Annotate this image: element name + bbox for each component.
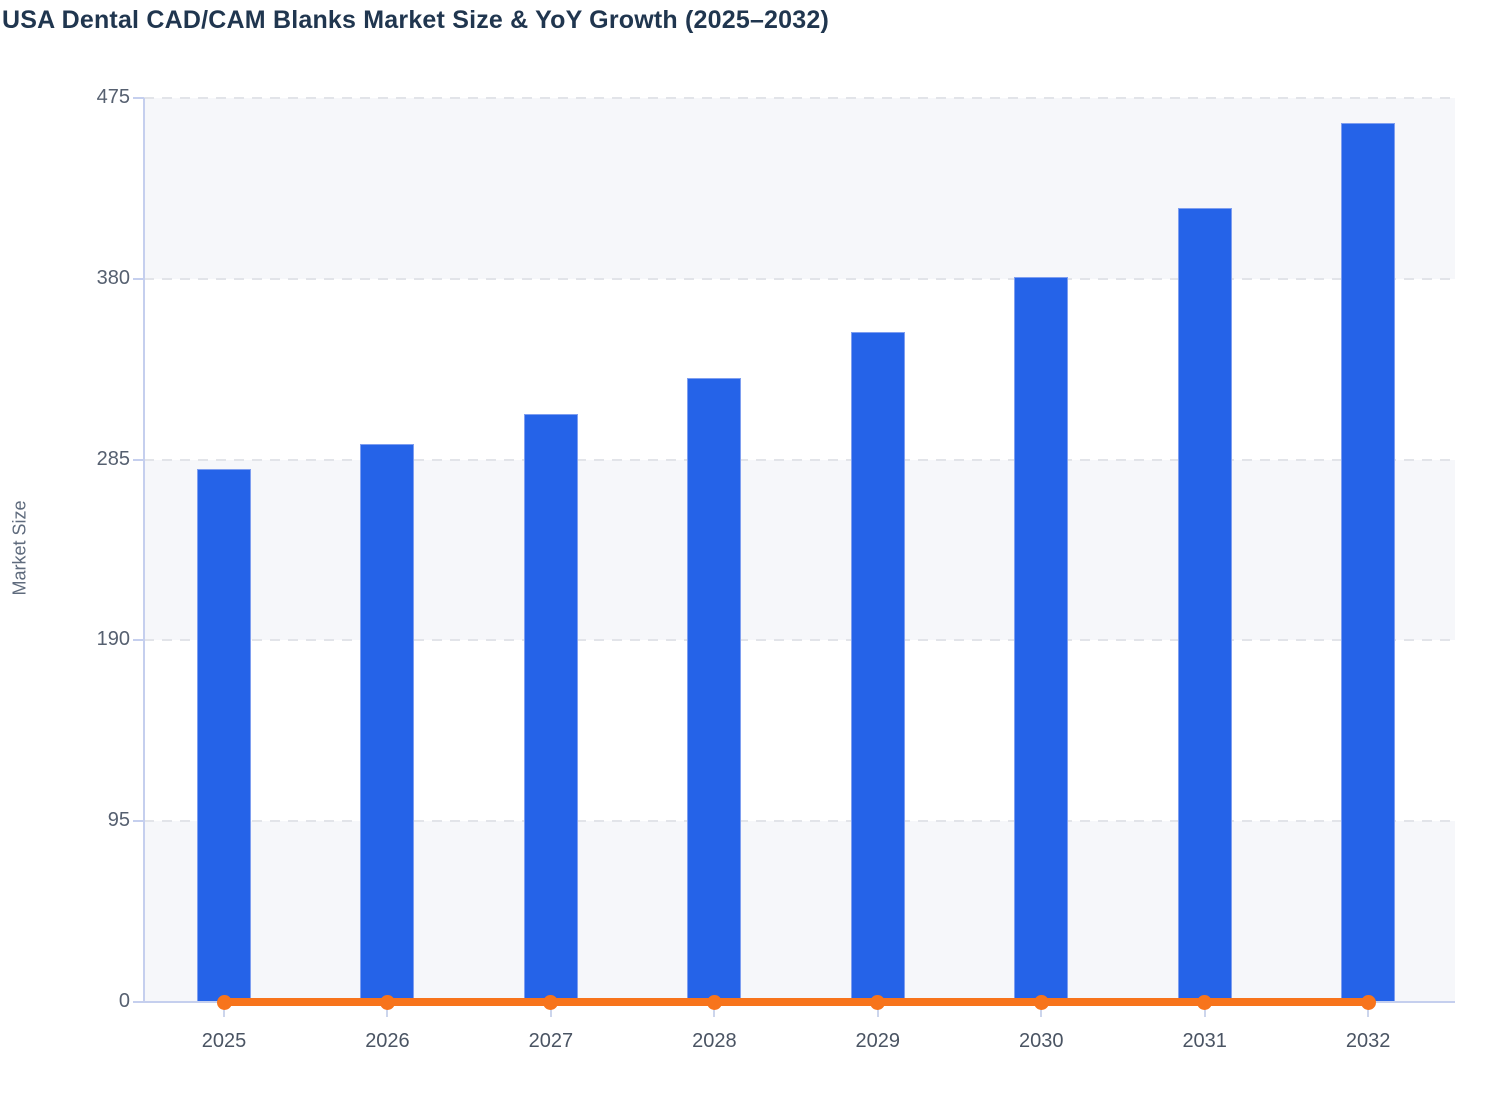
y-tick-label-95: 95 xyxy=(107,809,130,832)
y-tick-mark-0 xyxy=(133,1001,144,1003)
x-tick-mark-2029 xyxy=(876,1004,879,1017)
grid-line-95 xyxy=(144,820,1455,823)
yoy-marker-2026[interactable] xyxy=(379,994,395,1010)
yoy-marker-2028[interactable] xyxy=(706,994,722,1010)
x-tick-mark-2030 xyxy=(1040,1004,1043,1017)
x-tick-mark-2026 xyxy=(386,1004,389,1017)
yoy-growth-line[interactable] xyxy=(224,998,1369,1006)
x-tick-mark-2025 xyxy=(223,1004,225,1017)
y-tick-mark-475 xyxy=(133,97,144,99)
bar-2029[interactable] xyxy=(850,332,905,1002)
grid-line-380 xyxy=(144,277,1455,280)
yoy-marker-2032[interactable] xyxy=(1360,994,1376,1010)
bar-2026[interactable] xyxy=(360,444,415,1002)
plot-band xyxy=(144,459,1455,641)
bar-2027[interactable] xyxy=(523,413,578,1002)
y-tick-label-285: 285 xyxy=(96,447,130,470)
plot-band xyxy=(144,640,1455,822)
x-axis-label-2029: 2029 xyxy=(855,1030,901,1052)
x-axis-label-2032: 2032 xyxy=(1345,1030,1391,1052)
grid-line-475 xyxy=(144,97,1455,99)
x-axis-label-2027: 2027 xyxy=(528,1030,574,1052)
x-tick-mark-2028 xyxy=(713,1004,716,1017)
plot-band xyxy=(144,821,1455,1002)
x-axis-label-2028: 2028 xyxy=(692,1030,737,1052)
x-axis-label-2030: 2030 xyxy=(1019,1030,1064,1052)
x-axis-label-2025: 2025 xyxy=(201,1030,247,1052)
yoy-marker-2030[interactable] xyxy=(1033,994,1049,1010)
y-tick-label-475: 475 xyxy=(96,86,130,108)
bar-2028[interactable] xyxy=(687,377,742,1002)
bar-2025[interactable] xyxy=(197,469,251,1002)
y-tick-label-0: 0 xyxy=(118,990,130,1012)
y-axis-line xyxy=(143,98,145,1002)
y-axis-title: Market Size xyxy=(9,500,30,596)
y-tick-label-190: 190 xyxy=(96,628,130,651)
y-tick-label-380: 380 xyxy=(96,266,130,289)
x-axis-label-2031: 2031 xyxy=(1182,1030,1227,1052)
x-tick-mark-2027 xyxy=(549,1004,552,1017)
y-tick-mark-380 xyxy=(133,277,144,280)
yoy-marker-2029[interactable] xyxy=(870,994,886,1010)
y-tick-mark-285 xyxy=(133,458,144,461)
plot-band xyxy=(144,278,1455,460)
y-tick-mark-95 xyxy=(133,820,144,823)
plot-area: 0 95 190 285 380 475 2025 2026 2027 2028 2029 2030 2… xyxy=(97,86,1455,1052)
x-tick-mark-2032 xyxy=(1367,1004,1370,1017)
yoy-marker-2031[interactable] xyxy=(1197,994,1213,1010)
grid-line-190 xyxy=(144,639,1455,642)
y-tick-mark-190 xyxy=(133,639,144,642)
grid-line-285 xyxy=(144,458,1455,461)
bar-2030[interactable] xyxy=(1014,276,1069,1002)
bar-2031[interactable] xyxy=(1177,208,1232,1002)
x-tick-mark-2031 xyxy=(1203,1004,1206,1017)
yoy-marker-2025[interactable] xyxy=(216,994,232,1010)
x-axis-label-2026: 2026 xyxy=(365,1030,410,1052)
chart-title: USA Dental CAD/CAM Blanks Market Size & … xyxy=(2,6,829,34)
plot-band xyxy=(144,98,1455,279)
bar-2032[interactable] xyxy=(1341,122,1396,1002)
yoy-marker-2027[interactable] xyxy=(543,994,559,1010)
